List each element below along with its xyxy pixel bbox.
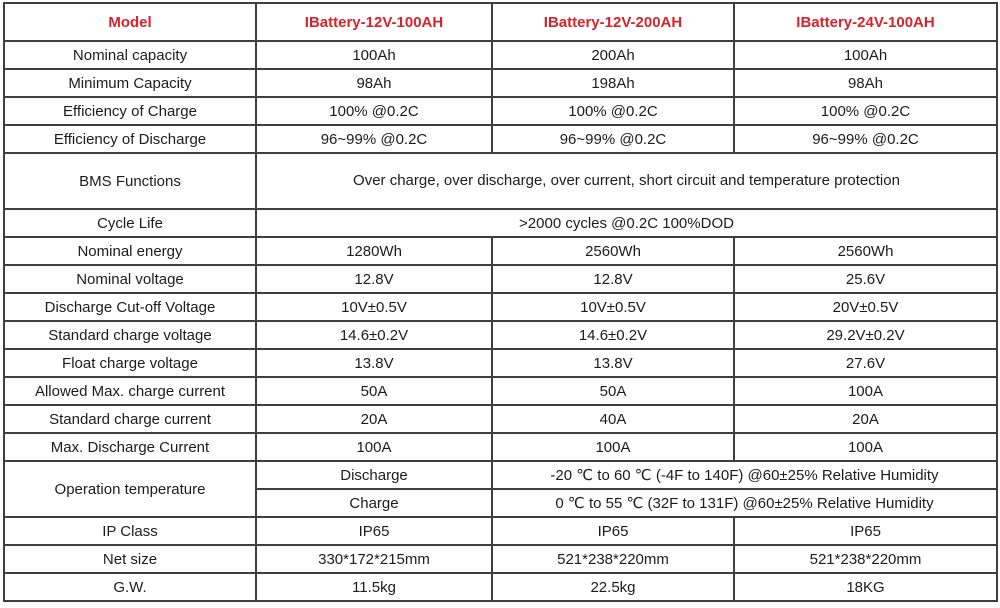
row-label: Standard charge current xyxy=(3,404,257,434)
row-label: Discharge Cut-off Voltage xyxy=(3,292,257,322)
cell-value: IP65 xyxy=(733,516,998,546)
cell-sublabel-discharge: Discharge xyxy=(255,460,493,490)
cell-value: IP65 xyxy=(255,516,493,546)
cell-value: 100% @0.2C xyxy=(255,96,493,126)
row-cycle-life: Cycle Life >2000 cycles @0.2C 100%DOD xyxy=(3,208,998,238)
cell-value: 10V±0.5V xyxy=(491,292,735,322)
header-ibattery-12v-200ah: IBattery-12V-200AH xyxy=(491,2,735,42)
cell-value: 14.6±0.2V xyxy=(255,320,493,350)
cell-value-span: -20 ℃ to 60 ℃ (-4F to 140F) @60±25% Rela… xyxy=(491,460,998,490)
battery-spec-table: Model IBattery-12V-100AH IBattery-12V-20… xyxy=(3,2,998,602)
cell-value: 50A xyxy=(491,376,735,406)
cell-value: 20V±0.5V xyxy=(733,292,998,322)
row-gross-weight: G.W. 11.5kg 22.5kg 18KG xyxy=(3,572,998,602)
cell-value: 100A xyxy=(491,432,735,462)
cell-value: 18KG xyxy=(733,572,998,602)
row-label: Efficiency of Discharge xyxy=(3,124,257,154)
header-model: Model xyxy=(3,2,257,42)
row-label: Nominal voltage xyxy=(3,264,257,294)
header-ibattery-12v-100ah: IBattery-12V-100AH xyxy=(255,2,493,42)
cell-value: 12.8V xyxy=(491,264,735,294)
cell-value: 96~99% @0.2C xyxy=(491,124,735,154)
cell-value: 521*238*220mm xyxy=(491,544,735,574)
cell-value: 198Ah xyxy=(491,68,735,98)
row-standard-charge-current: Standard charge current 20A 40A 20A xyxy=(3,404,998,434)
cell-value: IP65 xyxy=(491,516,735,546)
cell-value: 2560Wh xyxy=(491,236,735,266)
row-efficiency-of-discharge: Efficiency of Discharge 96~99% @0.2C 96~… xyxy=(3,124,998,154)
row-efficiency-of-charge: Efficiency of Charge 100% @0.2C 100% @0.… xyxy=(3,96,998,126)
row-label: BMS Functions xyxy=(3,152,257,210)
cell-value-span: 0 ℃ to 55 ℃ (32F to 131F) @60±25% Relati… xyxy=(491,488,998,518)
cell-value: 100% @0.2C xyxy=(733,96,998,126)
row-operation-temperature-discharge: Operation temperature Discharge -20 ℃ to… xyxy=(3,460,998,518)
cell-value: 98Ah xyxy=(733,68,998,98)
row-label: Max. Discharge Current xyxy=(3,432,257,462)
cell-value: 100Ah xyxy=(733,40,998,70)
cell-value: 10V±0.5V xyxy=(255,292,493,322)
cell-value: 14.6±0.2V xyxy=(491,320,735,350)
cell-value: 98Ah xyxy=(255,68,493,98)
row-allowed-max-charge-current: Allowed Max. charge current 50A 50A 100A xyxy=(3,376,998,406)
cell-value: 100Ah xyxy=(255,40,493,70)
row-standard-charge-voltage: Standard charge voltage 14.6±0.2V 14.6±0… xyxy=(3,320,998,350)
cell-value: 27.6V xyxy=(733,348,998,378)
cell-value: 96~99% @0.2C xyxy=(255,124,493,154)
cell-value: 13.8V xyxy=(491,348,735,378)
cell-value: 20A xyxy=(733,404,998,434)
row-label: Allowed Max. charge current xyxy=(3,376,257,406)
row-label: G.W. xyxy=(3,572,257,602)
cell-value: 100A xyxy=(255,432,493,462)
cell-value: 200Ah xyxy=(491,40,735,70)
header-row: Model IBattery-12V-100AH IBattery-12V-20… xyxy=(3,2,998,42)
cell-value: 13.8V xyxy=(255,348,493,378)
row-discharge-cutoff-voltage: Discharge Cut-off Voltage 10V±0.5V 10V±0… xyxy=(3,292,998,322)
row-label: Net size xyxy=(3,544,257,574)
row-label: IP Class xyxy=(3,516,257,546)
row-bms-functions: BMS Functions Over charge, over discharg… xyxy=(3,152,998,210)
cell-value: 50A xyxy=(255,376,493,406)
cell-value: 100A xyxy=(733,432,998,462)
row-label: Standard charge voltage xyxy=(3,320,257,350)
row-operation-temperature-charge: Charge 0 ℃ to 55 ℃ (32F to 131F) @60±25%… xyxy=(4,488,998,518)
cell-value-span: >2000 cycles @0.2C 100%DOD xyxy=(255,208,998,238)
row-label: Minimum Capacity xyxy=(3,68,257,98)
row-label: Operation temperature xyxy=(3,460,257,518)
cell-value: 25.6V xyxy=(733,264,998,294)
row-net-size: Net size 330*172*215mm 521*238*220mm 521… xyxy=(3,544,998,574)
row-label: Efficiency of Charge xyxy=(3,96,257,126)
cell-value: 2560Wh xyxy=(733,236,998,266)
cell-value: 96~99% @0.2C xyxy=(733,124,998,154)
row-label: Cycle Life xyxy=(3,208,257,238)
cell-value: 521*238*220mm xyxy=(733,544,998,574)
header-ibattery-24v-100ah: IBattery-24V-100AH xyxy=(733,2,998,42)
row-ip-class: IP Class IP65 IP65 IP65 xyxy=(3,516,998,546)
cell-value: 1280Wh xyxy=(255,236,493,266)
cell-value: 330*172*215mm xyxy=(255,544,493,574)
row-nominal-voltage: Nominal voltage 12.8V 12.8V 25.6V xyxy=(3,264,998,294)
row-nominal-energy: Nominal energy 1280Wh 2560Wh 2560Wh xyxy=(3,236,998,266)
cell-value: 100A xyxy=(733,376,998,406)
cell-value: 29.2V±0.2V xyxy=(733,320,998,350)
cell-value: 11.5kg xyxy=(255,572,493,602)
cell-value: 100% @0.2C xyxy=(491,96,735,126)
row-label: Nominal energy xyxy=(3,236,257,266)
cell-value: 22.5kg xyxy=(491,572,735,602)
row-label: Nominal capacity xyxy=(3,40,257,70)
row-float-charge-voltage: Float charge voltage 13.8V 13.8V 27.6V xyxy=(3,348,998,378)
cell-value: 20A xyxy=(255,404,493,434)
cell-sublabel-charge: Charge xyxy=(255,488,493,518)
row-max-discharge-current: Max. Discharge Current 100A 100A 100A xyxy=(3,432,998,462)
cell-value: 40A xyxy=(491,404,735,434)
row-label: Float charge voltage xyxy=(3,348,257,378)
row-minimum-capacity: Minimum Capacity 98Ah 198Ah 98Ah xyxy=(3,68,998,98)
row-nominal-capacity: Nominal capacity 100Ah 200Ah 100Ah xyxy=(3,40,998,70)
cell-value-span: Over charge, over discharge, over curren… xyxy=(255,152,998,210)
cell-value: 12.8V xyxy=(255,264,493,294)
